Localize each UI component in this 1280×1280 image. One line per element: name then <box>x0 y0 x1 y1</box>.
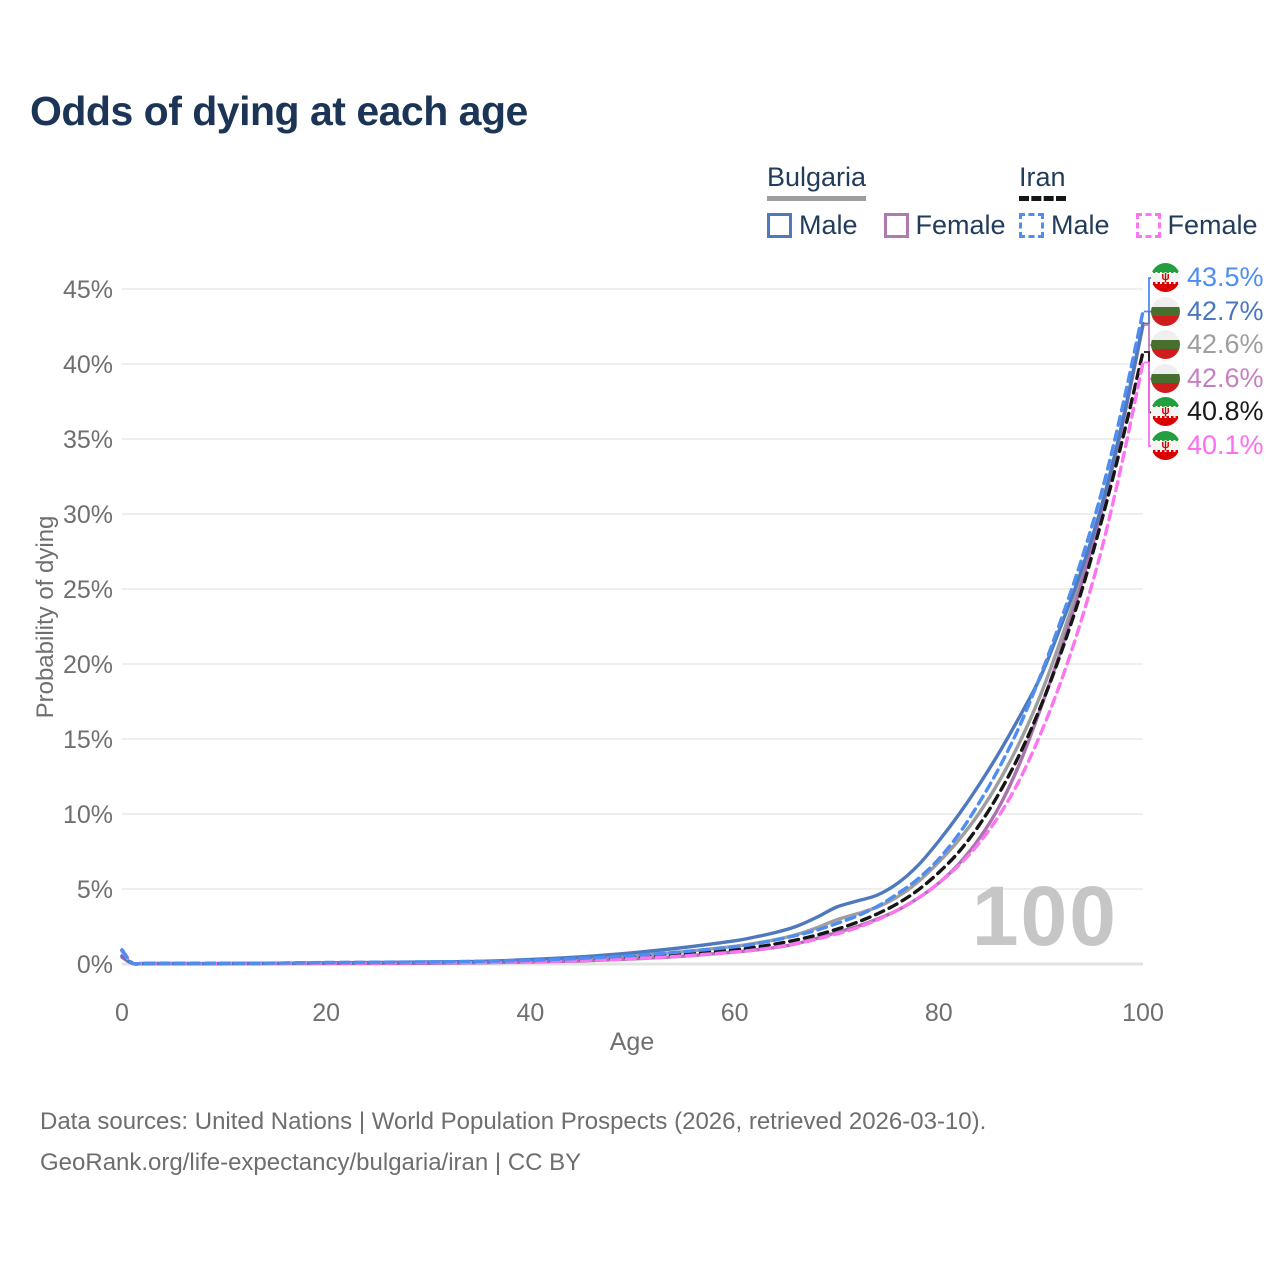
y-tick-label: 30% <box>63 501 113 529</box>
x-axis-title: Age <box>609 1028 655 1056</box>
y-tick-label: 20% <box>63 651 113 679</box>
bulgaria-flag-icon <box>1151 296 1180 326</box>
end-label-row: 42.6% <box>1151 329 1264 360</box>
series-line-iran-male <box>120 309 1145 966</box>
legend-label: Male <box>1051 210 1110 240</box>
y-tick-label: 5% <box>77 876 113 904</box>
end-label-row: 42.7% <box>1151 295 1264 326</box>
end-value-label: 42.6% <box>1187 362 1264 393</box>
footer-source-line: Data sources: United Nations | World Pop… <box>40 1108 987 1135</box>
bulgaria-flag-icon <box>1151 363 1180 393</box>
legend-group-iran: Iran Male Female <box>1019 162 1258 241</box>
y-tick-label: 40% <box>63 351 113 379</box>
end-label-row: ψ 43.5% <box>1151 263 1264 292</box>
bulgaria-flag-icon <box>1151 330 1180 360</box>
iran-flag-icon: ψ <box>1151 397 1180 427</box>
y-tick-label: 45% <box>63 276 113 304</box>
iran-male-swatch-icon <box>1019 213 1044 238</box>
bulgaria-female-swatch-icon <box>883 213 909 238</box>
x-tick-label: 100 <box>1122 999 1164 1027</box>
end-label-row: ψ 40.1% <box>1151 431 1264 460</box>
footer-url-line: GeoRank.org/life-expectancy/bulgaria/ira… <box>40 1149 582 1176</box>
end-value-label: 40.1% <box>1187 430 1264 460</box>
footer: Data sources: United Nations | World Pop… <box>40 1101 986 1183</box>
y-tick-label: 35% <box>63 426 113 454</box>
end-value-label: 42.6% <box>1187 329 1264 360</box>
page-title: Odds of dying at each age <box>30 88 528 134</box>
x-tick-label: 0 <box>115 999 129 1027</box>
iran-flag-icon: ψ <box>1151 263 1180 292</box>
y-axis-title: Probability of dying <box>32 515 59 719</box>
x-tick-label: 60 <box>721 999 749 1027</box>
y-tick-label: 15% <box>63 726 113 754</box>
legend-group-bulgaria: Bulgaria Male Female <box>767 162 1006 241</box>
legend-item-iran-male[interactable]: Male <box>1019 210 1110 241</box>
legend-item-iran-female[interactable]: Female <box>1135 210 1258 241</box>
legend-title-bulgaria[interactable]: Bulgaria <box>767 162 867 201</box>
y-tick-label: 0% <box>77 951 113 979</box>
y-tick-label: 25% <box>63 576 113 604</box>
iran-female-swatch-icon <box>1135 213 1161 238</box>
end-label-row: 42.6% <box>1151 362 1264 393</box>
age-watermark: 100 <box>971 869 1118 963</box>
legend-label: Male <box>799 210 858 240</box>
end-value-label: 42.7% <box>1187 295 1264 326</box>
end-label-row: ψ 40.8% <box>1151 396 1264 427</box>
y-tick-label: 10% <box>63 801 113 829</box>
legend-label: Female <box>915 210 1006 240</box>
x-tick-label: 20 <box>312 999 340 1027</box>
end-value-label: 43.5% <box>1187 262 1264 292</box>
bulgaria-male-swatch-icon <box>767 213 792 238</box>
x-tick-label: 80 <box>925 999 953 1027</box>
legend-item-bulgaria-female[interactable]: Female <box>883 210 1006 241</box>
legend-item-bulgaria-male[interactable]: Male <box>767 210 858 241</box>
end-value-label: 40.8% <box>1187 396 1264 427</box>
series-line-bulgaria-male <box>120 321 1145 966</box>
iran-flag-icon: ψ <box>1151 431 1180 460</box>
x-tick-label: 40 <box>516 999 544 1027</box>
legend-title-iran[interactable]: Iran <box>1019 162 1066 201</box>
legend-label: Female <box>1167 210 1258 240</box>
